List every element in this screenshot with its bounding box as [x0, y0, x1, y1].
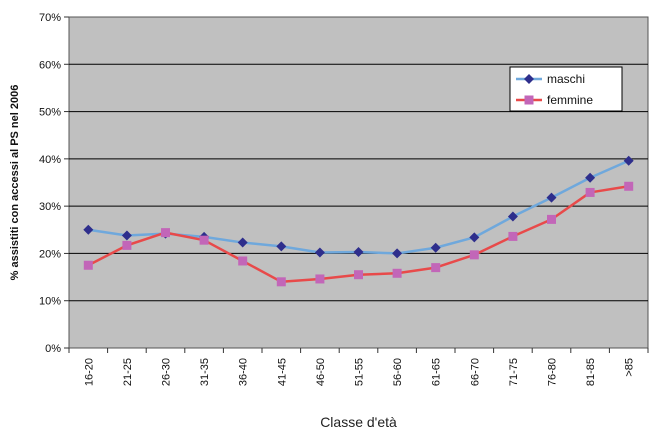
data-point-femmine [315, 274, 325, 284]
legend-label: maschi [547, 72, 585, 86]
legend-marker [524, 95, 534, 105]
data-point-femmine [122, 240, 132, 250]
x-tick-label: 36-40 [238, 358, 250, 386]
data-point-maschi [392, 248, 403, 259]
x-tick-label: 51-55 [354, 358, 366, 386]
x-tick-label: 41-45 [276, 358, 288, 386]
x-tick-label: 16-20 [83, 358, 95, 386]
y-axis-ticks: 0% 10% 20% 30% 40% 50% 60% 70% [39, 12, 69, 355]
data-point-maschi [546, 192, 557, 203]
y-tick-label: 30% [39, 201, 61, 213]
x-axis-label: Classe d'età [320, 414, 397, 430]
data-point-maschi [237, 237, 248, 248]
x-tick-label: 26-30 [161, 358, 173, 386]
y-tick-label: 0% [45, 343, 61, 355]
data-point-maschi [623, 155, 634, 166]
gridlines [69, 63, 648, 302]
x-tick-label: 56-60 [392, 358, 404, 386]
data-point-femmine [547, 214, 556, 224]
data-point-maschi [430, 242, 441, 253]
data-point-femmine [469, 250, 479, 260]
y-axis-label: % assistiti con accessi al PS nel 2006 [9, 85, 21, 281]
data-point-femmine [354, 270, 363, 280]
legend-item-maschi: maschi [516, 72, 585, 86]
legend-label: femmine [547, 93, 593, 107]
y-tick-label: 10% [39, 296, 61, 308]
data-point-femmine [624, 181, 634, 191]
data-point-femmine [431, 263, 441, 273]
x-tick-label: >85 [624, 358, 636, 377]
data-point-maschi [353, 247, 364, 258]
data-point-femmine [161, 228, 170, 238]
data-point-femmine [238, 256, 248, 266]
x-tick-label: 66-70 [469, 358, 481, 386]
y-tick-label: 40% [39, 154, 61, 166]
data-point-maschi [314, 247, 325, 258]
data-point-maschi [507, 211, 518, 222]
data-point-femmine [276, 277, 286, 287]
x-axis-ticks: 16-20 21-25 26-30 31-35 36-40 41-45 46-50 51-55… [68, 348, 649, 386]
data-point-femmine [585, 187, 595, 197]
data-point-maschi [585, 172, 596, 183]
data-point-femmine [83, 260, 93, 270]
series-layer [83, 155, 634, 287]
x-tick-label: 46-50 [315, 358, 327, 386]
data-point-femmine [392, 268, 402, 278]
x-tick-label: 81-85 [585, 358, 597, 386]
data-point-maschi [83, 224, 94, 235]
legend-item-femmine: femmine [516, 93, 593, 107]
legend-marker [524, 74, 534, 84]
data-point-maschi [276, 241, 287, 252]
x-tick-label: 76-80 [547, 358, 559, 386]
data-point-femmine [199, 235, 209, 245]
y-tick-label: 20% [39, 248, 61, 260]
x-tick-label: 71-75 [508, 358, 520, 386]
x-tick-label: 31-35 [199, 358, 211, 386]
x-tick-label: 61-65 [431, 358, 443, 386]
y-tick-label: 60% [39, 59, 61, 71]
series-femmine [83, 181, 634, 287]
data-point-femmine [508, 231, 518, 241]
y-tick-label: 50% [39, 107, 61, 119]
x-tick-label: 21-25 [122, 358, 134, 386]
data-point-maschi [469, 232, 480, 243]
legend: maschi femmine [509, 66, 623, 112]
data-point-maschi [121, 230, 132, 241]
y-tick-label: 70% [39, 12, 61, 24]
